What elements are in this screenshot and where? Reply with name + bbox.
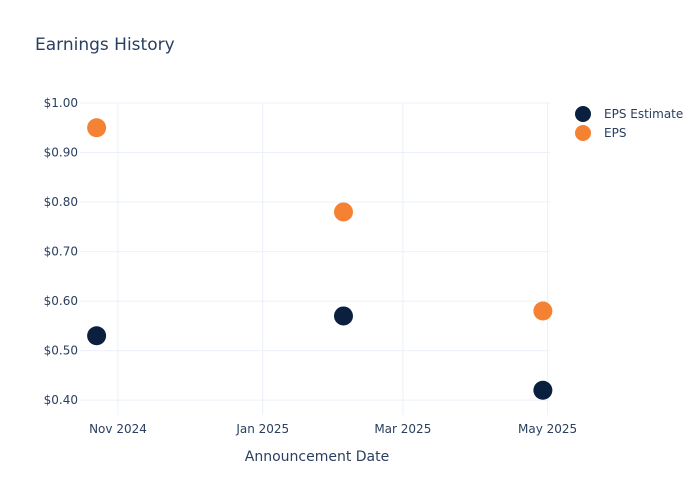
y-tick-label: $0.90 [44,146,78,160]
eps-point[interactable] [333,202,353,222]
y-tick-label: $0.50 [44,344,78,358]
y-axis-ticks: $0.40 $0.50 $0.60 $0.70 $0.80 $0.90 $1.00 [44,96,78,407]
eps-point[interactable] [533,301,553,321]
data-points [87,118,553,400]
y-tick-label: $0.40 [44,393,78,407]
x-tick-label: May 2025 [518,422,577,436]
eps-estimate-point[interactable] [87,326,107,346]
y-tick-label: $0.60 [44,294,78,308]
x-axis-ticks: Nov 2024 Jan 2025 Mar 2025 May 2025 [89,422,577,436]
legend-label-eps[interactable]: EPS [604,126,626,140]
y-tick-label: $1.00 [44,96,78,110]
x-axis-title: Announcement Date [245,449,389,465]
y-tick-label: $0.80 [44,195,78,209]
y-tick-label: $0.70 [44,245,78,259]
x-tick-label: Nov 2024 [89,422,147,436]
legend-marker-eps[interactable] [575,125,591,141]
x-tick-label: Mar 2025 [374,422,431,436]
legend-marker-eps-estimate[interactable] [575,106,591,122]
legend-label-eps-estimate[interactable]: EPS Estimate [604,107,683,121]
legend: EPS Estimate EPS [575,106,683,141]
x-tick-label: Jan 2025 [235,422,289,436]
eps-point[interactable] [87,118,107,138]
eps-estimate-point[interactable] [333,306,353,326]
grid [80,102,550,415]
eps-estimate-point[interactable] [533,380,553,400]
chart-title: Earnings History [35,35,175,55]
